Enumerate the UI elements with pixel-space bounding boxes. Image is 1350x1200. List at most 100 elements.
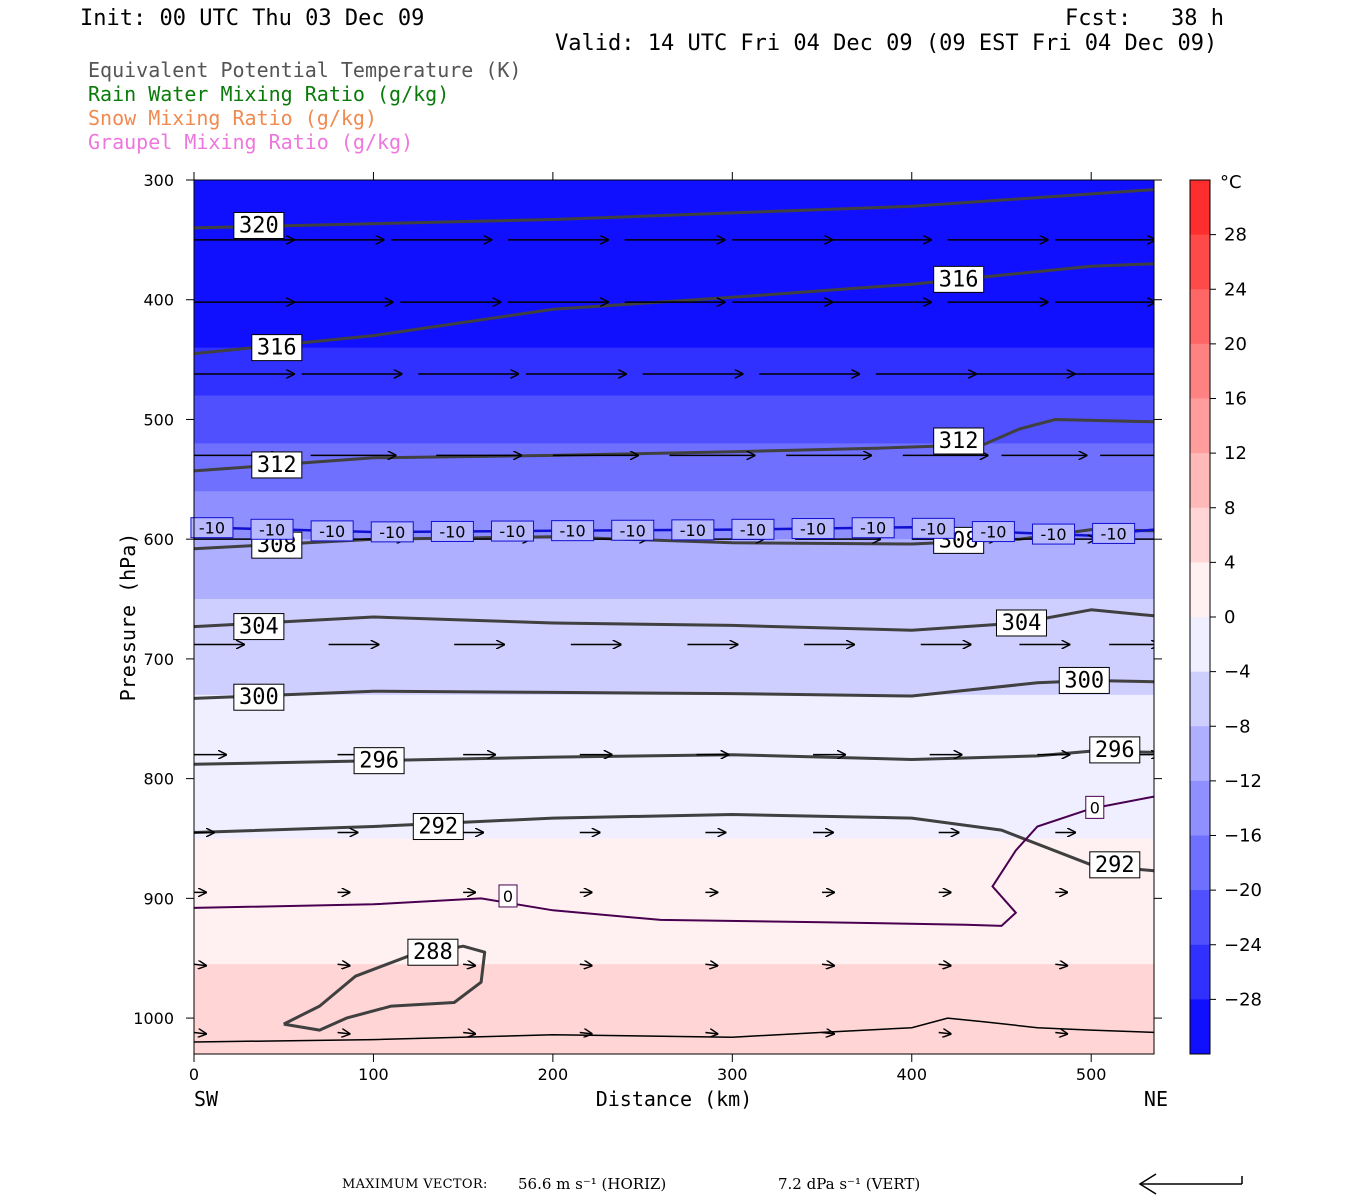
x-tick-label: 100 — [358, 1065, 389, 1084]
temperature-band — [194, 539, 1154, 546]
temperature-band — [194, 269, 1154, 277]
svg-text:-10: -10 — [499, 522, 525, 541]
temperature-band — [194, 557, 1154, 564]
colorbar-tick-label: 4 — [1224, 552, 1235, 573]
wind-vector — [579, 1032, 592, 1033]
colorbar-swatch — [1190, 835, 1210, 891]
temperature-band — [194, 694, 1154, 702]
max-vector-arrow — [1138, 1173, 1243, 1195]
init-time: Init: 00 UTC Thu 03 Dec 09 — [80, 6, 425, 31]
temperature-band — [194, 509, 1154, 516]
colorbar-swatch — [1190, 180, 1210, 236]
svg-text:316: 316 — [257, 336, 297, 361]
svg-text:312: 312 — [257, 453, 297, 478]
temperature-band — [194, 670, 1154, 678]
theta-e-label-296: 296 — [1089, 736, 1141, 764]
temperature-band — [194, 958, 1154, 965]
colorbar-swatch — [1190, 289, 1210, 345]
temperature-band — [194, 353, 1154, 361]
temperature-band — [194, 862, 1154, 870]
temperature-band — [194, 203, 1154, 211]
temperature-band — [194, 820, 1154, 828]
temperature-band — [194, 934, 1154, 941]
temperature-band — [194, 359, 1154, 367]
temperature-band — [194, 712, 1154, 720]
temperature-band — [194, 628, 1154, 636]
temperature-band — [194, 551, 1154, 558]
temperature-band — [194, 700, 1154, 708]
temperature-band — [194, 868, 1154, 876]
x-tick-label: 0 — [189, 1065, 199, 1084]
temperature-band — [194, 245, 1154, 253]
wind-vector — [463, 964, 475, 965]
temperature-band — [194, 395, 1154, 403]
x-tick-label: 300 — [717, 1065, 748, 1084]
x-tick-label: 500 — [1076, 1065, 1107, 1084]
y-tick-label: 1000 — [133, 1009, 174, 1028]
temperature-band — [194, 233, 1154, 241]
temperature-band — [194, 802, 1154, 810]
wind-vector — [337, 964, 350, 965]
temperature-band — [194, 892, 1154, 899]
svg-text:316: 316 — [939, 267, 979, 292]
temperature-band — [194, 497, 1154, 504]
temperature-band — [194, 455, 1154, 462]
temperature-band — [194, 928, 1154, 935]
y-tick-label: 500 — [143, 410, 174, 429]
wind-vector — [821, 1032, 834, 1033]
theta-e-label-304: 304 — [233, 613, 285, 641]
svg-text:-10: -10 — [740, 520, 766, 539]
temperature-band — [194, 730, 1154, 738]
temperature-band — [194, 988, 1154, 995]
temperature-band — [194, 467, 1154, 474]
temperature-band — [194, 676, 1154, 684]
terrain-line — [194, 1017, 1154, 1043]
temperature-band — [194, 563, 1154, 570]
temperature-band — [194, 341, 1154, 349]
temperature-band — [194, 503, 1154, 510]
isotherm-label-minus10: -10 — [851, 517, 895, 539]
y-tick-label: 400 — [143, 291, 174, 310]
colorbar-swatch — [1190, 617, 1210, 673]
svg-text:292: 292 — [418, 815, 458, 840]
temperature-band — [194, 515, 1154, 522]
temperature-band — [194, 976, 1154, 983]
temperature-band — [194, 1036, 1154, 1043]
svg-text:-10: -10 — [199, 519, 225, 538]
theta-e-label-300: 300 — [1058, 666, 1110, 694]
colorbar-swatch — [1190, 343, 1210, 399]
temperature-band — [194, 910, 1154, 917]
temperature-band — [194, 575, 1154, 582]
svg-text:-10: -10 — [259, 520, 285, 539]
temperature-band — [194, 880, 1154, 887]
field-label-rain: Rain Water Mixing Ratio (g/kg) — [88, 82, 450, 106]
svg-text:-10: -10 — [560, 522, 586, 541]
colorbar-swatch — [1190, 999, 1210, 1055]
temperature-band — [194, 1012, 1154, 1019]
theta-e-label-300: 300 — [233, 683, 285, 711]
theta-e-label-320: 320 — [233, 211, 285, 239]
temperature-band — [194, 970, 1154, 977]
temperature-band — [194, 940, 1154, 947]
temperature-band — [194, 634, 1154, 642]
isotherm-label-minus10: -10 — [731, 518, 775, 540]
colorbar-tick-label: −4 — [1224, 662, 1251, 683]
theta-e-contour-288 — [283, 944, 487, 1032]
temperature-band — [194, 814, 1154, 822]
temperature-band — [194, 754, 1154, 762]
temperature-band — [194, 335, 1154, 343]
temperature-band — [194, 724, 1154, 732]
theta-e-label-312: 312 — [933, 427, 985, 455]
theta-e-label-316: 316 — [933, 265, 985, 293]
temperature-band — [194, 371, 1154, 379]
temperature-band — [194, 946, 1154, 953]
temperature-band — [194, 545, 1154, 552]
temperature-band — [194, 437, 1154, 444]
temperature-band — [194, 640, 1154, 648]
temperature-band — [194, 251, 1154, 259]
temperature-band — [194, 227, 1154, 235]
svg-text:304: 304 — [1002, 611, 1042, 636]
temperature-band — [194, 431, 1154, 439]
svg-text:-10: -10 — [319, 522, 345, 541]
